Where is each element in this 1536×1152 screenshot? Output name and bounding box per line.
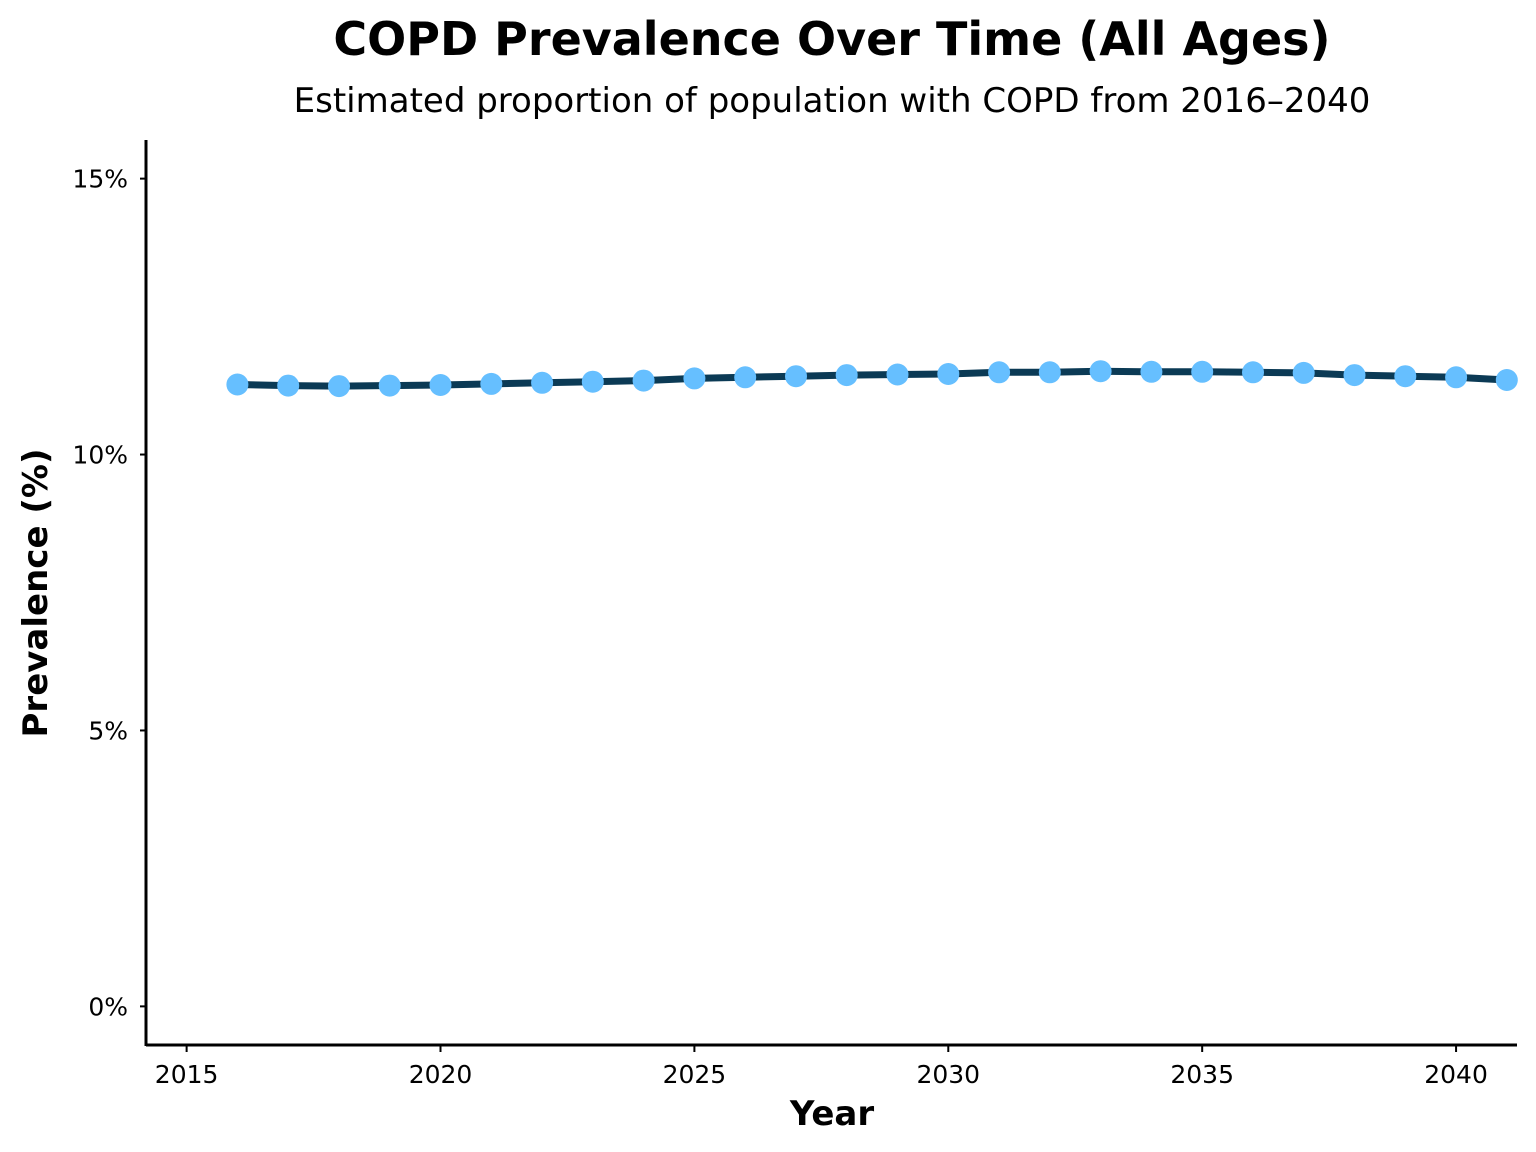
data-point <box>683 367 706 390</box>
data-point <box>988 361 1011 384</box>
data-point <box>1242 361 1264 384</box>
y-axis-title: Prevalence (%) <box>16 449 56 738</box>
y-axis-ticks: 0% 5% 10% 15% <box>72 165 146 1021</box>
x-tick-label: 2025 <box>663 1060 727 1089</box>
series-line <box>233 367 1511 390</box>
data-point <box>480 372 503 395</box>
y-tick-label: 15% <box>72 165 128 194</box>
data-point <box>378 374 401 397</box>
data-point <box>1089 360 1112 383</box>
x-tick-label: 2035 <box>1170 1060 1234 1089</box>
data-point <box>1140 360 1163 383</box>
data-point <box>1292 361 1315 384</box>
data-point <box>1394 365 1417 388</box>
y-tick-label: 5% <box>88 716 128 745</box>
data-point <box>1343 364 1366 387</box>
y-tick-label: 0% <box>88 992 128 1021</box>
data-point <box>226 373 249 396</box>
x-tick-label: 2020 <box>409 1060 473 1089</box>
x-tick-label: 2040 <box>1424 1060 1488 1089</box>
x-tick-label: 2030 <box>916 1060 980 1089</box>
data-point <box>937 363 960 385</box>
data-point <box>835 364 858 387</box>
data-point <box>277 374 300 397</box>
data-point <box>1445 366 1468 389</box>
y-tick-label: 10% <box>72 441 128 470</box>
data-point <box>328 375 350 398</box>
data-point <box>785 365 807 388</box>
data-point <box>1038 361 1061 384</box>
data-point <box>1191 360 1214 383</box>
chart-subtitle: Estimated proportion of population with … <box>294 81 1371 121</box>
data-point <box>632 369 655 392</box>
data-point <box>581 370 604 393</box>
data-point <box>531 371 554 394</box>
data-point <box>734 366 757 389</box>
chart-title: COPD Prevalence Over Time (All Ages) <box>333 12 1330 66</box>
data-point <box>429 374 452 396</box>
x-axis-title: Year <box>789 1094 875 1134</box>
x-axis-ticks: 2015 2020 2025 2030 2035 2040 <box>155 1046 1488 1089</box>
series-layer <box>226 360 1518 398</box>
data-point <box>1495 369 1518 391</box>
x-tick-label: 2015 <box>155 1060 219 1089</box>
data-point <box>886 363 909 386</box>
